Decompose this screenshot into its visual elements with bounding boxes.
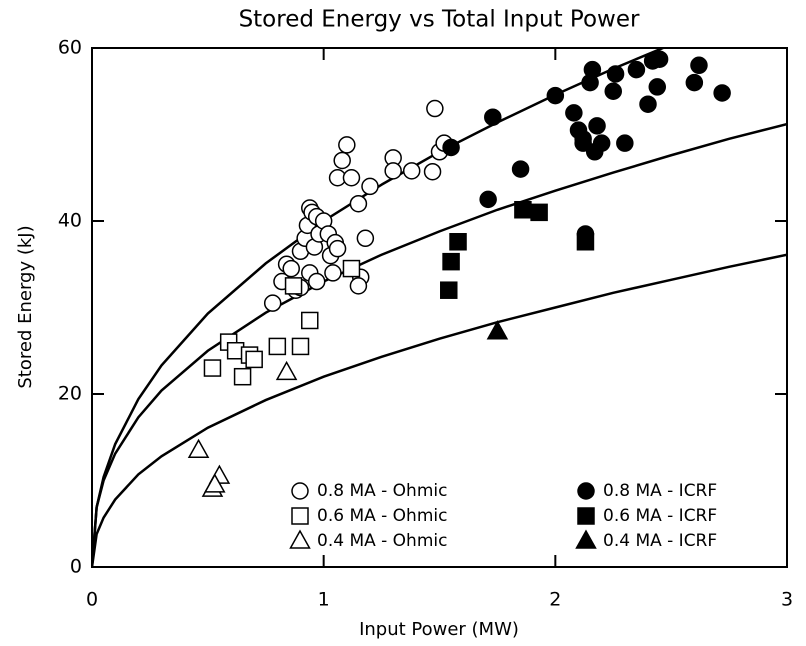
chart-title: Stored Energy vs Total Input Power bbox=[239, 7, 640, 33]
marker-circle bbox=[565, 104, 583, 122]
marker-square bbox=[514, 201, 532, 219]
x-axis-label: Input Power (MW) bbox=[359, 619, 519, 640]
marker-square bbox=[576, 233, 595, 251]
marker-circle bbox=[650, 50, 669, 68]
marker-circle bbox=[384, 162, 402, 180]
marker-square bbox=[291, 337, 310, 356]
marker-circle bbox=[604, 82, 622, 100]
legend-marker bbox=[577, 482, 595, 500]
series bbox=[440, 201, 595, 299]
marker-triangle bbox=[275, 360, 298, 381]
marker-circle bbox=[713, 84, 731, 102]
legend-marker bbox=[577, 507, 595, 525]
marker-square bbox=[245, 350, 263, 369]
marker-square bbox=[440, 281, 458, 299]
marker-square bbox=[449, 233, 467, 251]
marker-triangle bbox=[187, 438, 210, 458]
series bbox=[442, 50, 731, 243]
marker-square bbox=[203, 359, 222, 377]
x-tick-label: 1 bbox=[318, 589, 330, 611]
marker-circle bbox=[627, 60, 646, 79]
marker-circle bbox=[648, 78, 667, 96]
x-tick-label: 2 bbox=[549, 589, 561, 611]
marker-circle bbox=[356, 229, 375, 248]
marker-square bbox=[284, 277, 303, 295]
marker-square bbox=[268, 337, 287, 356]
marker-circle bbox=[583, 60, 602, 79]
marker-circle bbox=[484, 108, 502, 126]
marker-circle bbox=[402, 162, 421, 180]
legend-marker bbox=[291, 482, 309, 500]
marker-circle bbox=[479, 190, 497, 209]
y-tick-label: 20 bbox=[58, 383, 82, 405]
marker-circle bbox=[546, 86, 565, 105]
legend-marker bbox=[575, 529, 597, 549]
y-axis-label: Stored Energy (kJ) bbox=[15, 225, 36, 388]
marker-square bbox=[301, 311, 319, 330]
y-tick-label: 40 bbox=[58, 210, 82, 232]
legend-label: 0.4 MA - Ohmic bbox=[317, 531, 447, 551]
legend-marker bbox=[289, 529, 311, 549]
marker-circle bbox=[282, 259, 300, 278]
legend-marker bbox=[291, 507, 309, 525]
marker-circle bbox=[307, 272, 326, 291]
plot-frame bbox=[91, 47, 788, 568]
marker-circle bbox=[328, 239, 347, 258]
marker-circle bbox=[511, 160, 530, 178]
series bbox=[486, 320, 509, 340]
marker-square bbox=[442, 252, 460, 271]
marker-square bbox=[530, 203, 548, 222]
marker-circle bbox=[342, 169, 361, 187]
marker-square bbox=[233, 367, 252, 386]
marker-circle bbox=[685, 73, 704, 92]
marker-circle bbox=[423, 162, 442, 181]
marker-circle bbox=[349, 194, 368, 213]
marker-circle bbox=[349, 277, 368, 295]
y-tick-label: 60 bbox=[58, 37, 82, 59]
marker-circle bbox=[690, 56, 708, 75]
marker-circle bbox=[324, 264, 342, 282]
fit-curve bbox=[92, 253, 787, 567]
legend-label: 0.6 MA - Ohmic bbox=[317, 506, 447, 526]
legend-label: 0.4 MA - ICRF bbox=[603, 531, 717, 551]
marker-circle bbox=[606, 65, 625, 83]
marker-circle bbox=[442, 138, 460, 157]
legend-label: 0.8 MA - ICRF bbox=[603, 481, 717, 501]
marker-circle bbox=[426, 99, 444, 118]
fit-curve bbox=[92, 48, 667, 567]
marker-circle bbox=[338, 136, 356, 154]
series bbox=[187, 360, 298, 497]
marker-circle bbox=[592, 134, 611, 152]
marker-circle bbox=[574, 130, 592, 148]
marker-circle bbox=[639, 95, 657, 113]
marker-triangle bbox=[204, 473, 226, 493]
marker-square bbox=[342, 259, 361, 278]
x-tick-label: 0 bbox=[86, 589, 98, 611]
x-tick-label: 3 bbox=[781, 589, 793, 611]
legend-label: 0.6 MA - ICRF bbox=[603, 506, 717, 526]
marker-triangle bbox=[486, 320, 509, 340]
y-tick-label: 0 bbox=[70, 556, 82, 578]
marker-circle bbox=[616, 134, 634, 152]
marker-circle bbox=[263, 294, 282, 312]
marker-circle bbox=[333, 151, 351, 170]
legend-label: 0.8 MA - Ohmic bbox=[317, 481, 447, 501]
series bbox=[203, 259, 361, 386]
marker-circle bbox=[361, 177, 379, 196]
marker-circle bbox=[588, 117, 606, 135]
